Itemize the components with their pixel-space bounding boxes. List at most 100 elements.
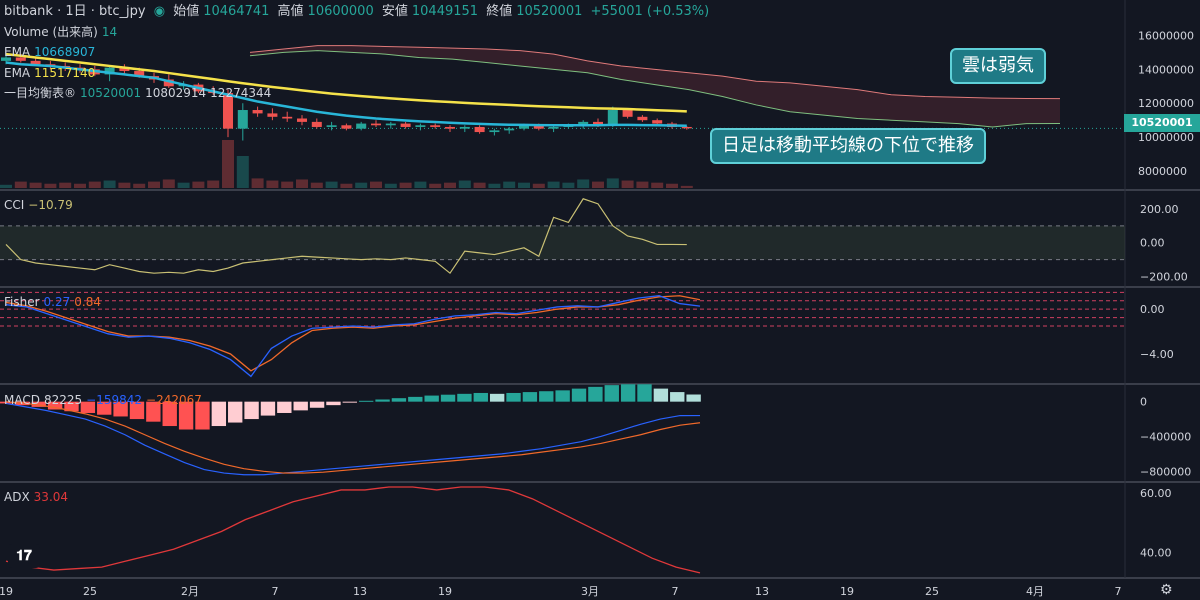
macd-histogram-bar bbox=[440, 394, 456, 402]
time-axis-label: 13 bbox=[755, 585, 769, 598]
macd-tick-label: −800000 bbox=[1140, 465, 1191, 478]
macd-legend[interactable]: MACD 82225 −159842 −242067 bbox=[4, 392, 206, 408]
candle-body bbox=[504, 128, 515, 131]
volume-bar bbox=[88, 181, 101, 188]
macd-histogram-bar bbox=[0, 401, 14, 404]
macd-histogram-bar bbox=[326, 401, 341, 406]
candle-body bbox=[252, 110, 263, 114]
open-label: 始値 bbox=[173, 4, 200, 19]
macd-label: MACD bbox=[4, 393, 40, 407]
volume-bar bbox=[133, 183, 146, 188]
adx-tick-label: 60.00 bbox=[1140, 487, 1172, 500]
candle-body bbox=[311, 121, 322, 127]
macd-hist-value: 82225 bbox=[43, 393, 83, 407]
macd-histogram-bar bbox=[162, 401, 177, 427]
volume-legend[interactable]: Volume (出来高) 14 bbox=[4, 24, 121, 40]
macd-histogram-bar bbox=[113, 401, 128, 417]
settings-gear-icon[interactable]: ⚙ bbox=[1160, 582, 1173, 598]
macd-histogram-bar bbox=[129, 401, 145, 420]
time-axis-label: 19 bbox=[0, 585, 13, 598]
ema-slow-legend[interactable]: EMA 11517140 bbox=[4, 65, 99, 81]
macd-histogram-bar bbox=[457, 393, 472, 402]
volume-bar bbox=[266, 180, 279, 188]
volume-bar bbox=[74, 183, 86, 188]
macd-histogram-bar bbox=[604, 385, 619, 402]
cci-line bbox=[5, 198, 687, 275]
candle-body bbox=[637, 116, 648, 121]
macd-histogram-bar bbox=[506, 392, 521, 402]
fisher-tick-label: −4.00 bbox=[1140, 348, 1174, 361]
macd-histogram-bar bbox=[293, 401, 308, 411]
macd-histogram-bar bbox=[686, 394, 701, 402]
volume-bar bbox=[325, 181, 338, 188]
candle-body bbox=[1, 57, 11, 61]
candle-body bbox=[489, 130, 500, 133]
close-label: 終値 bbox=[486, 4, 513, 19]
volume-bar bbox=[444, 182, 456, 188]
volume-bar bbox=[59, 182, 72, 188]
tradingview-logo[interactable]: 𝟏𝟕 bbox=[8, 544, 40, 568]
macd-histogram-bar bbox=[653, 388, 669, 402]
macd-histogram-bar bbox=[539, 391, 554, 402]
macd-histogram-bar bbox=[31, 401, 46, 407]
eye-icon[interactable]: ◉ bbox=[153, 4, 166, 19]
macd-histogram-bar bbox=[64, 401, 79, 412]
fisher-label: Fisher bbox=[4, 295, 40, 309]
ichimoku-value-1: 10520001 bbox=[80, 86, 142, 100]
low-label: 安値 bbox=[381, 4, 408, 19]
volume-bar bbox=[562, 182, 575, 188]
signal-value: −242067 bbox=[146, 393, 202, 407]
macd-histogram-bar bbox=[178, 401, 194, 430]
candle-body bbox=[223, 93, 233, 129]
volume-bar bbox=[0, 184, 12, 188]
macd-histogram-bar bbox=[211, 401, 227, 427]
volume-bar bbox=[503, 181, 516, 188]
low-value: 10449151 bbox=[411, 4, 479, 19]
volume-bar bbox=[177, 182, 190, 188]
time-axis-label: 4月 bbox=[1026, 585, 1044, 598]
cci-legend[interactable]: CCI −10.79 bbox=[4, 197, 77, 213]
ichimoku-legend[interactable]: 一目均衡表® 10520001 10802914 12274344 bbox=[4, 85, 275, 101]
macd-value: −159842 bbox=[86, 393, 143, 407]
candle-body bbox=[119, 67, 130, 72]
candle-body bbox=[163, 79, 174, 87]
price-tick-label: 16000000 bbox=[1138, 29, 1194, 42]
macd-histogram-bar bbox=[277, 401, 292, 413]
time-axis-label: 19 bbox=[438, 585, 452, 598]
ema-fast-legend[interactable]: EMA 10668907 bbox=[4, 44, 99, 60]
time-axis-label: 3月 bbox=[581, 585, 599, 598]
macd-histogram-bar bbox=[588, 386, 603, 402]
macd-histogram-bar bbox=[473, 392, 488, 402]
price-tick-label: 12000000 bbox=[1138, 97, 1194, 110]
macd-histogram-bar bbox=[342, 401, 357, 403]
macd-histogram-bar bbox=[637, 384, 652, 402]
candle-body bbox=[237, 110, 248, 129]
candle-body bbox=[385, 123, 396, 126]
time-axis-label: 19 bbox=[840, 585, 854, 598]
candle-body bbox=[474, 126, 485, 133]
high-label: 高値 bbox=[277, 4, 304, 19]
time-axis-label: 7 bbox=[1115, 585, 1122, 598]
adx-value: 33.04 bbox=[33, 490, 69, 504]
macd-histogram-bar bbox=[391, 398, 407, 402]
adx-legend[interactable]: ADX 33.04 bbox=[4, 489, 72, 505]
volume-bar bbox=[473, 182, 486, 188]
volume-bar bbox=[148, 181, 160, 188]
candle-body bbox=[297, 118, 307, 122]
ohlc-header: bitbank · 1日 · btc_jpy ◉ 始値 10464741 高値 10… bbox=[4, 4, 713, 20]
fisher-legend[interactable]: Fisher 0.27 0.84 bbox=[4, 294, 105, 310]
volume-bar bbox=[310, 182, 323, 188]
cci-tick-label: 0.00 bbox=[1140, 237, 1165, 250]
ema-fast-value: 10668907 bbox=[34, 45, 96, 59]
macd-histogram-bar bbox=[375, 399, 390, 402]
volume-bar bbox=[103, 180, 116, 188]
candle-body bbox=[104, 67, 115, 75]
ichimoku-label: 一目均衡表® bbox=[4, 86, 77, 100]
symbol-title[interactable]: bitbank · 1日 · btc_jpy bbox=[4, 4, 146, 19]
candle-body bbox=[415, 125, 426, 127]
fisher-value: 0.27 bbox=[43, 295, 71, 309]
time-axis-label: 25 bbox=[925, 585, 939, 598]
candle-body bbox=[341, 125, 352, 129]
macd-histogram-bar bbox=[97, 401, 112, 415]
